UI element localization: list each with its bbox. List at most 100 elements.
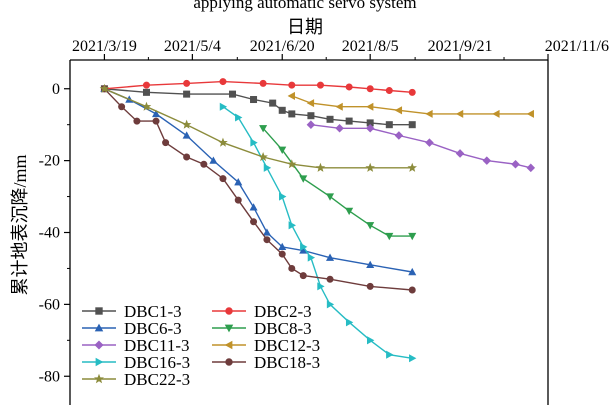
data-point <box>300 242 308 251</box>
data-point <box>133 117 141 125</box>
y-axis-title: 累计地表沉降/mm <box>10 154 30 295</box>
legend-label: DBC16-3 <box>124 353 190 372</box>
data-point <box>367 336 375 345</box>
series-dbc16-3 <box>219 102 417 363</box>
data-point <box>183 79 191 87</box>
data-point <box>200 160 208 168</box>
data-point <box>259 79 267 87</box>
data-point <box>366 260 375 269</box>
data-point <box>455 109 464 118</box>
data-point <box>181 119 192 129</box>
legend-marker <box>94 340 104 350</box>
data-point <box>408 267 417 276</box>
legend-item: DBC8-3 <box>212 319 312 338</box>
data-point <box>219 175 227 183</box>
data-point <box>278 146 287 154</box>
legend-marker <box>95 307 103 315</box>
data-point <box>408 88 416 96</box>
data-point <box>317 282 325 291</box>
data-point <box>152 117 160 125</box>
data-point <box>345 117 353 125</box>
legend-marker <box>224 340 233 350</box>
data-point <box>234 178 243 186</box>
data-point <box>307 253 316 262</box>
data-point <box>142 88 150 96</box>
x-tick-label: 2021/11/6 <box>545 38 609 55</box>
data-point <box>218 137 228 147</box>
y-tick-label: 0 <box>52 81 60 98</box>
series-dbc6-3 <box>100 84 417 276</box>
legend-item: DBC16-3 <box>82 353 190 372</box>
series-line <box>222 106 413 359</box>
data-point <box>287 91 295 100</box>
data-point <box>278 250 286 258</box>
data-point <box>288 264 296 272</box>
data-point <box>526 109 534 118</box>
data-point <box>141 101 152 111</box>
data-point <box>326 300 335 309</box>
x-tick-label: 2021/6/20 <box>250 38 315 55</box>
data-point <box>306 120 316 129</box>
data-point <box>209 156 218 164</box>
x-tick-label: 2021/9/21 <box>428 38 493 55</box>
legend-item: DBC12-3 <box>212 336 320 355</box>
data-point <box>278 106 286 114</box>
y-tick-label: -80 <box>39 368 60 385</box>
legend-label: DBC12-3 <box>254 336 320 355</box>
data-point <box>259 125 268 133</box>
x-axis-title: 日期 <box>287 17 323 37</box>
data-point <box>219 102 228 111</box>
data-point <box>408 286 416 294</box>
legend-label: DBC2-3 <box>254 302 312 321</box>
data-point <box>482 156 492 165</box>
data-point <box>345 83 353 91</box>
legend-marker <box>94 323 104 332</box>
data-point <box>269 99 277 107</box>
series-dbc12-3 <box>287 91 534 118</box>
data-point <box>288 221 296 230</box>
data-point <box>407 162 418 172</box>
series-line <box>103 88 413 291</box>
data-point <box>152 109 161 118</box>
data-point <box>234 196 242 204</box>
data-point <box>263 163 272 172</box>
x-tick-label: 2021/3/19 <box>72 38 137 55</box>
data-point <box>365 162 375 172</box>
data-point <box>345 318 354 327</box>
data-point <box>307 112 315 120</box>
data-point <box>279 192 287 201</box>
data-point <box>235 113 243 122</box>
data-point <box>287 159 297 169</box>
data-point <box>366 85 374 93</box>
legend-marker <box>225 307 233 315</box>
data-point <box>326 193 335 201</box>
data-point <box>316 81 324 89</box>
data-point <box>335 102 343 111</box>
data-point <box>526 163 536 173</box>
data-point <box>219 78 227 86</box>
y-tick-label: -20 <box>39 153 60 170</box>
y-tick-label: -40 <box>39 225 60 242</box>
series-layer <box>99 78 536 363</box>
series-dbc8-3 <box>259 125 417 241</box>
data-point <box>326 253 335 261</box>
data-point <box>366 282 374 290</box>
legend-item: DBC22-3 <box>82 370 190 389</box>
data-point <box>278 242 287 251</box>
chart-title: applying automatic servo system <box>193 0 416 12</box>
legend-marker <box>225 358 233 366</box>
data-point <box>288 81 296 89</box>
data-point <box>315 162 326 172</box>
series-dbc18-3 <box>100 85 416 294</box>
data-point <box>335 124 344 133</box>
data-point <box>250 96 258 104</box>
data-point <box>365 124 375 133</box>
data-point <box>99 83 110 93</box>
series-dbc11-3 <box>306 120 536 173</box>
data-point <box>425 109 433 118</box>
data-point <box>249 203 258 211</box>
data-point <box>425 138 434 147</box>
